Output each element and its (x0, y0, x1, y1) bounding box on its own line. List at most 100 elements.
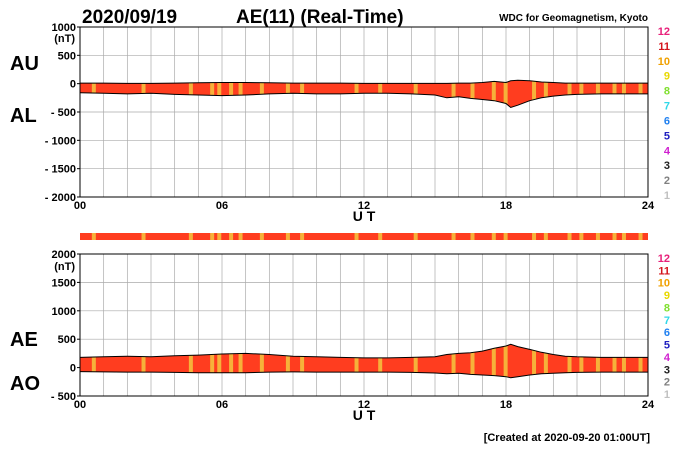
ae-ao-activity-bands (91, 344, 643, 378)
au-line (80, 79, 648, 84)
au-al-legend: 12 11 10 9 8 7 6 5 4 3 2 1 (658, 26, 671, 202)
activity-band (532, 80, 537, 108)
activity-band (567, 80, 572, 108)
strip-band (378, 233, 383, 240)
activity-strip (80, 233, 648, 240)
activity-band (238, 344, 243, 378)
activity-band (567, 344, 572, 378)
strip-band (229, 233, 234, 240)
ae-label: AE (10, 329, 38, 351)
y-tick-label: 1000 (52, 306, 76, 318)
x-tick-label: 18 (500, 399, 512, 411)
activity-band (300, 344, 305, 378)
activity-strip-base (80, 233, 648, 240)
strip-band (354, 233, 359, 240)
legend-level-label: 3 (664, 160, 670, 172)
strip-band (91, 233, 96, 240)
x-tick-label: 00 (74, 200, 86, 212)
strip-band (413, 233, 418, 240)
created-timestamp: [Created at 2020-09-20 01:00UT] (484, 432, 651, 444)
strip-band (300, 233, 305, 240)
au-al-x-ticks: 00 06 12 18 24 (74, 200, 655, 212)
ae-ao-grid (80, 253, 648, 397)
activity-band (354, 344, 359, 378)
legend-level-label: 10 (658, 56, 670, 68)
strip-band (491, 233, 496, 240)
strip-band (503, 233, 508, 240)
ae-ao-unit: (nT) (54, 261, 75, 273)
legend-level-label: 12 (658, 253, 670, 265)
legend-level-label: 4 (664, 352, 671, 364)
chart-title: AE(11) (Real-Time) (236, 7, 404, 28)
ae-line (79, 343, 648, 359)
activity-band (451, 344, 456, 378)
ae-ao-frame (79, 253, 649, 397)
strip-band (532, 233, 537, 240)
activity-band (238, 80, 243, 108)
chart-date: 2020/09/19 (82, 7, 177, 28)
activity-band (217, 344, 222, 378)
legend-level-label: 11 (658, 41, 670, 53)
strip-band (543, 233, 548, 240)
legend-level-label: 2 (664, 175, 670, 187)
ae-ao-x-axis-label: U T (353, 407, 376, 423)
legend-level-label: 6 (664, 115, 670, 127)
chart-source: WDC for Geomagnetism, Kyoto (499, 13, 648, 24)
x-tick-label: 24 (642, 399, 655, 411)
activity-band (503, 80, 508, 108)
legend-level-label: 5 (664, 340, 670, 352)
activity-band (141, 344, 146, 378)
ae-ao-x-ticks: 00 06 12 18 24 (74, 399, 655, 411)
legend-level-label: 9 (664, 71, 670, 83)
al-label: AL (10, 105, 37, 127)
activity-band (621, 344, 626, 378)
legend-level-label: 7 (664, 315, 670, 327)
strip-band (238, 233, 243, 240)
y-tick-label: - 500 (51, 107, 76, 119)
legend-level-label: 5 (664, 130, 670, 142)
legend-level-label: 11 (658, 265, 670, 277)
legend-level-label: 8 (664, 302, 670, 314)
strip-band (210, 233, 215, 240)
activity-band (229, 344, 234, 378)
strip-band (579, 233, 584, 240)
ao-line (79, 371, 648, 379)
y-tick-label: 0 (70, 363, 76, 375)
activity-band (217, 80, 222, 108)
activity-band (91, 344, 96, 378)
activity-band (612, 344, 617, 378)
ae-ao-y-ticks: 2000 1500 1000 500 0 - 500 (51, 249, 80, 403)
activity-band (491, 80, 496, 108)
strip-band (451, 233, 456, 240)
activity-band (188, 344, 193, 378)
strip-band (470, 233, 475, 240)
x-tick-label: 18 (500, 200, 512, 212)
al-line (79, 92, 648, 109)
legend-level-label: 7 (664, 101, 670, 113)
x-tick-label: 06 (216, 200, 228, 212)
activity-band (229, 80, 234, 108)
strip-band (285, 233, 290, 240)
activity-band (543, 80, 548, 108)
activity-band (285, 344, 290, 378)
activity-band (543, 344, 548, 378)
legend-level-label: 3 (664, 364, 670, 376)
y-tick-label: 0 (70, 79, 76, 91)
strip-band (595, 233, 600, 240)
au-al-unit: (nT) (54, 33, 75, 45)
x-tick-label: 12 (358, 200, 370, 212)
activity-band (579, 344, 584, 378)
activity-band (532, 344, 537, 378)
strip-band (217, 233, 222, 240)
x-tick-label: 24 (642, 200, 655, 212)
y-tick-label: - 500 (51, 391, 76, 403)
y-tick-label: 2000 (52, 249, 76, 261)
activity-band (259, 344, 264, 378)
y-tick-label: - 2000 (45, 192, 76, 204)
activity-band-group (91, 344, 643, 378)
y-tick-label: 1500 (52, 277, 76, 289)
